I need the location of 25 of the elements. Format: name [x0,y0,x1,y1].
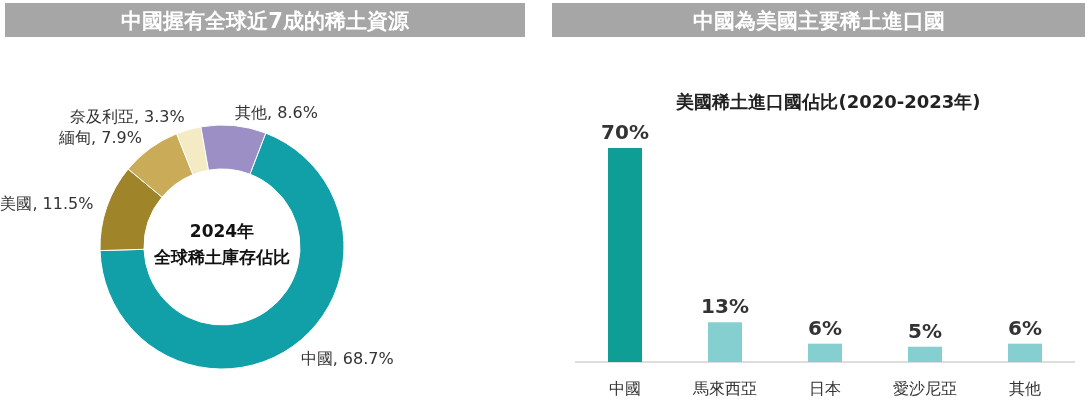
chart-subtitle: 美國稀土進口國佔比(2020-2023年) [675,91,981,112]
data-label: 5% [908,318,942,343]
bar [608,148,642,362]
data-label: 70% [601,120,649,144]
chart-title: 中國握有全球近7成的稀土資源 [121,9,410,33]
x-tick-label: 馬來西亞 [692,379,757,398]
data-label: 13% [701,294,749,319]
bar [1008,343,1042,362]
slice-label: 奈及利亞, 3.3% [69,107,185,127]
slice-label: 其他, 8.6% [235,102,318,122]
data-label: 6% [808,315,842,340]
x-tick-label: 其他 [1009,379,1041,398]
bar [808,343,842,362]
text: 全球稀土庫存佔比 [153,247,290,267]
x-tick-label: 日本 [809,379,841,398]
bar [708,322,742,362]
x-tick-label: 愛沙尼亞 [893,379,957,398]
x-tick-label: 中國 [609,379,641,398]
slice-label: 緬甸, 7.9% [58,128,142,148]
text: 2024年 [189,221,255,241]
slice-label: 美國, 11.5% [0,193,94,213]
slice-label: 中國, 68.7% [300,348,394,368]
data-label: 6% [1008,315,1042,340]
chart-title: 中國為美國主要稀土進口國 [692,9,945,33]
bar [908,346,942,362]
